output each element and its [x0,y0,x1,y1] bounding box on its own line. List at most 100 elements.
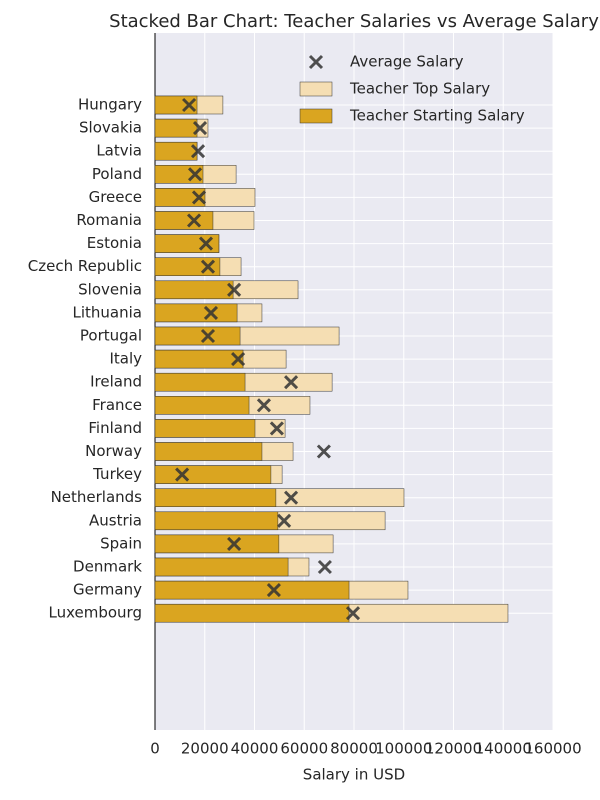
bar [154,234,220,253]
y-tick-label: Estonia [87,234,142,252]
y-tick-label: Turkey [92,465,142,483]
bar [154,419,256,438]
bar [154,534,280,554]
chart-title: Stacked Bar Chart: Teacher Salaries vs A… [109,11,599,32]
marker [200,328,216,344]
marker-path [200,259,216,274]
y-tick-label: Norway [85,442,142,460]
marker [345,606,361,621]
legend-label: Average Salary [350,53,464,71]
y-tick-label: Lithuania [73,303,142,321]
marker-path [191,190,207,205]
y-tick-label: Germany [73,581,142,599]
marker [266,583,281,598]
marker [200,259,216,274]
marker [190,144,206,159]
marker-path [345,606,361,621]
x-tick-label: 40000 [231,740,279,758]
y-tick-label: Finland [88,419,142,437]
marker [231,352,246,367]
y-tick-label: Latvia [96,142,142,160]
y-tick-label: Greece [89,188,142,206]
y-tick-label: Ireland [90,373,142,391]
y-tick-label: Luxembourg [49,604,143,622]
marker-path [227,282,242,297]
bar [154,211,214,230]
bar [154,603,350,623]
bar [154,511,279,531]
marker [316,444,331,459]
marker [317,559,332,575]
x-tick-label: 80000 [330,740,378,758]
marker-path [187,167,203,182]
y-tick-label: Portugal [80,327,142,345]
marker-path [186,213,202,228]
x-tick-label: 0 [150,740,160,758]
marker-path [277,513,292,528]
bar [154,141,198,161]
y-tick-label: Slovenia [78,280,142,298]
x-tick-label: 160000 [524,740,581,758]
marker-path [266,583,281,598]
y-tick-label: Italy [109,350,142,368]
bar [154,396,250,415]
marker-path [284,490,299,505]
bar [154,280,234,300]
marker-path [190,144,206,159]
legend-label: Teacher Starting Salary [349,107,525,125]
bar [154,580,350,600]
x-axis-label: Salary in USD [303,766,405,784]
bar [154,465,272,484]
y-tick-label: Czech Republic [28,257,142,275]
marker [182,97,197,113]
marker-path [231,352,246,367]
marker [175,467,190,482]
marker [191,190,207,205]
y-tick-label: Poland [92,165,142,183]
bar [154,326,241,346]
legend-swatch [299,81,333,97]
marker [269,421,284,436]
y-tick-label: France [92,396,142,414]
marker-path [256,398,272,413]
marker-path [317,559,332,575]
marker [284,490,299,505]
x-tick-label: 120000 [425,740,482,758]
bar [154,372,246,392]
y-tick-label: Spain [100,534,142,552]
bar [154,257,221,276]
bar [154,349,244,369]
bar [154,557,289,577]
marker [192,121,208,136]
marker-path [200,328,216,344]
x-tick-label: 100000 [375,740,432,758]
bar [154,303,238,323]
marker [284,375,299,390]
marker-path [316,444,331,459]
legend-label: Teacher Top Salary [349,80,490,98]
marker [187,167,203,182]
bar [154,442,263,461]
marker-path [227,536,242,551]
bar [154,488,277,507]
y-tick-label: Netherlands [51,488,143,506]
marker-path [198,236,214,251]
marker-path [192,121,208,136]
marker [277,513,292,528]
marker [227,282,242,297]
marker-path [175,467,190,482]
marker-path [203,305,219,320]
x-tick-label: 20000 [181,740,229,758]
legend-swatch [299,108,333,124]
y-tick-label: Austria [89,511,142,529]
y-tick-label: Hungary [78,96,142,114]
marker [198,236,214,251]
marker-path [308,54,324,70]
marker-path [182,97,197,113]
y-tick-label: Denmark [73,558,142,576]
marker [308,54,324,70]
bar [154,118,198,138]
marker-path [284,375,299,390]
y-tick-label: Slovakia [79,119,142,137]
